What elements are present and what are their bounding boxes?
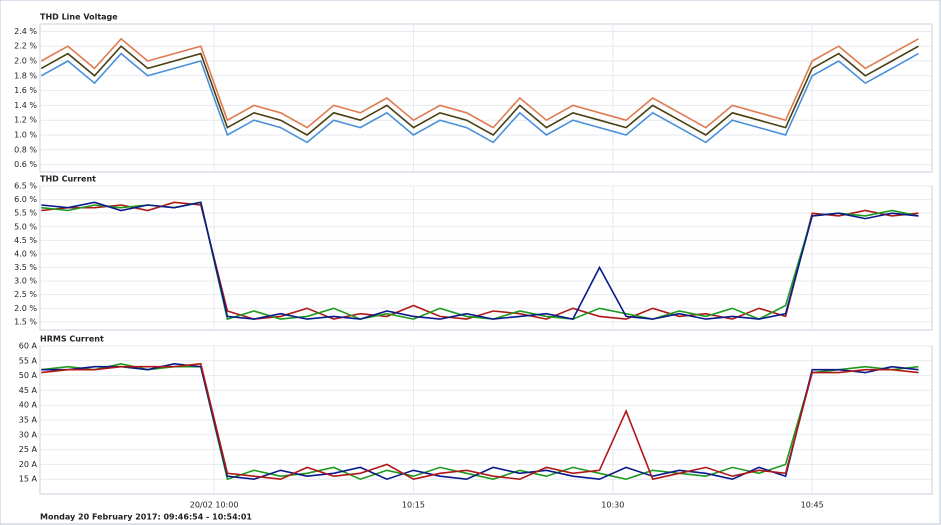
x-tick-label: 10:45 (801, 501, 824, 510)
y-tick-label: 2.5 % (14, 290, 37, 299)
x-tick-label: 10:15 (402, 501, 425, 510)
plot-area (39, 23, 933, 173)
y-tick-label: 2.0 % (14, 57, 37, 66)
y-tick-label: 25 A (19, 445, 38, 454)
y-tick-label: 2.2 % (14, 42, 37, 51)
series-line (40, 37, 919, 129)
series-line (41, 362, 919, 481)
y-tick-label: 1.5 % (14, 317, 37, 326)
y-tick-label: 30 A (19, 430, 38, 439)
y-tick-label: 1.0 % (14, 131, 37, 140)
y-tick-label: 1.2 % (14, 116, 37, 125)
y-tick-label: 35 A (19, 416, 38, 425)
y-tick-label: 50 A (19, 371, 38, 380)
x-tick-label: 20/02 10:00 (190, 501, 239, 510)
y-tick-label: 5.5 % (14, 209, 37, 218)
y-tick-label: 45 A (19, 386, 38, 395)
y-tick-label: 40 A (19, 401, 38, 410)
y-tick-label: 3.0 % (14, 277, 37, 286)
y-tick-label: 2.0 % (14, 304, 37, 313)
y-tick-label: 2.4 % (14, 27, 37, 36)
y-tick-label: 6.5 % (14, 182, 37, 191)
y-tick-label: 20 A (19, 460, 38, 469)
y-tick-label: 1.4 % (14, 101, 37, 110)
chart-title: THD Current (40, 175, 96, 184)
y-tick-label: 4.5 % (14, 236, 37, 245)
x-tick-label: 10:30 (601, 501, 624, 510)
y-tick-label: 1.8 % (14, 71, 37, 80)
chart-title: THD Line Voltage (40, 13, 118, 22)
series-line (41, 362, 919, 481)
y-tick-label: 0.8 % (14, 145, 37, 154)
series-line (40, 45, 919, 137)
y-tick-label: 60 A (19, 342, 38, 351)
y-tick-label: 4.0 % (14, 249, 37, 258)
y-tick-label: 6.0 % (14, 195, 37, 204)
y-tick-label: 15 A (19, 475, 38, 484)
series-line (40, 52, 919, 144)
y-tick-label: 0.6 % (14, 160, 37, 169)
y-tick-label: 1.6 % (14, 86, 37, 95)
footer: Monday 20 February 2017: 09:46:54 - 10:5… (40, 513, 252, 522)
y-tick-label: 3.5 % (14, 263, 37, 272)
y-tick-label: 5.0 % (14, 222, 37, 231)
chart-title: HRMS Current (40, 335, 104, 344)
y-tick-label: 55 A (19, 356, 38, 365)
series-line (41, 201, 919, 321)
